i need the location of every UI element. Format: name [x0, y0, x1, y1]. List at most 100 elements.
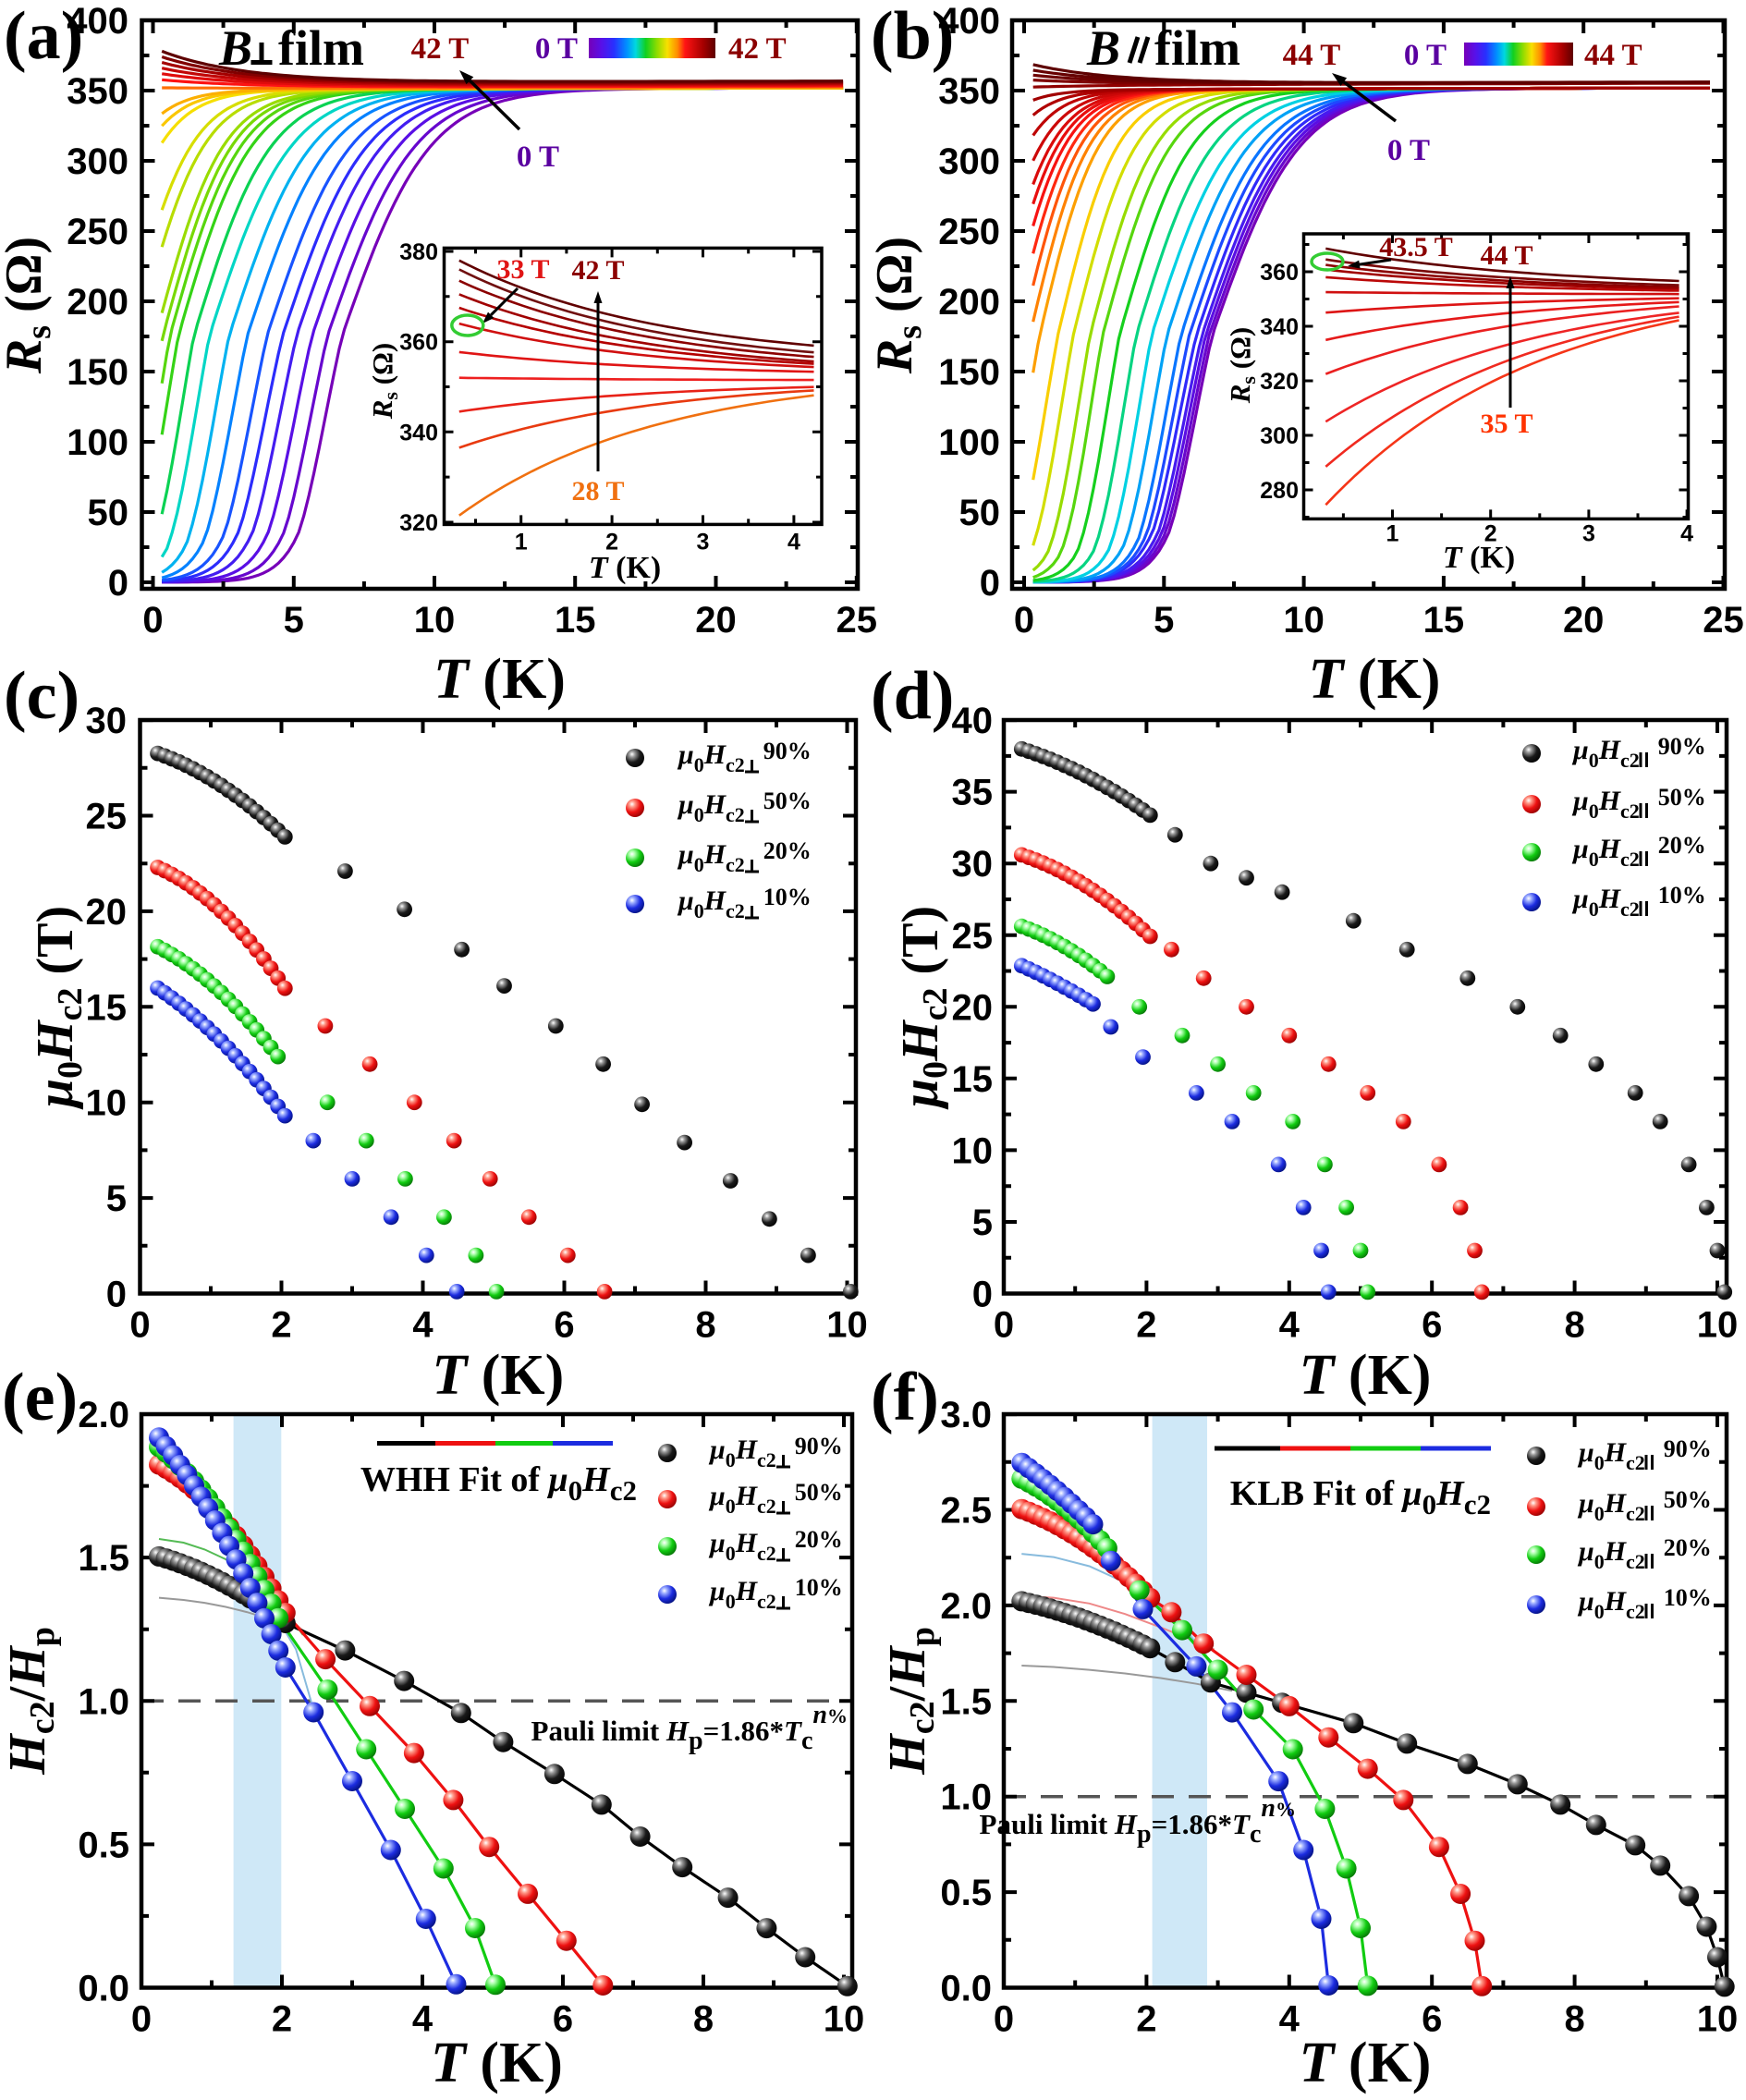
svg-text:Rs (Ω): Rs (Ω) — [1224, 327, 1260, 404]
svg-text:360: 360 — [1260, 260, 1299, 286]
svg-text:0: 0 — [1014, 600, 1034, 641]
svg-text:25: 25 — [952, 916, 994, 957]
svg-text:(e): (e) — [2, 1360, 78, 1435]
svg-text:35: 35 — [952, 773, 994, 813]
svg-text:50: 50 — [959, 493, 1001, 533]
svg-text:360: 360 — [399, 330, 438, 356]
svg-text:Rs (Ω): Rs (Ω) — [866, 237, 929, 374]
svg-text:Hc2/Hp: Hc2/Hp — [0, 1627, 62, 1776]
svg-text:1: 1 — [1386, 520, 1399, 546]
svg-text:0 T: 0 T — [1404, 39, 1447, 72]
svg-text:4: 4 — [412, 1305, 433, 1346]
svg-text:4: 4 — [1680, 520, 1693, 546]
svg-text:320: 320 — [399, 510, 438, 536]
svg-text:20: 20 — [1563, 600, 1605, 641]
svg-text:2: 2 — [272, 1999, 292, 2040]
svg-text:T (K): T (K) — [1300, 1344, 1432, 1407]
svg-text:25: 25 — [1703, 600, 1744, 641]
svg-text:8: 8 — [695, 1305, 715, 1346]
svg-text:4: 4 — [1279, 1305, 1300, 1346]
svg-text:WHH Fit of μ0Hc2: WHH Fit of μ0Hc2 — [360, 1460, 637, 1507]
svg-text:μ0Hc290%: μ0Hc290% — [708, 1433, 843, 1471]
svg-text:μ0Hc290%: μ0Hc290% — [1577, 1435, 1712, 1474]
svg-text:μ0Hc250%: μ0Hc250% — [1577, 1486, 1712, 1525]
svg-text:25: 25 — [836, 600, 878, 641]
svg-text:0 T: 0 T — [1387, 134, 1430, 167]
svg-text:0: 0 — [129, 1305, 150, 1346]
svg-text:0: 0 — [980, 563, 1000, 604]
svg-text:0 T: 0 T — [535, 32, 578, 66]
svg-text:320: 320 — [1260, 369, 1299, 395]
svg-text:(f): (f) — [871, 1360, 939, 1435]
svg-text:44 T: 44 T — [1283, 39, 1341, 72]
svg-text:28 T: 28 T — [572, 476, 625, 507]
svg-text:μ0Hc210%: μ0Hc210% — [1571, 882, 1706, 921]
svg-text:5: 5 — [1154, 600, 1174, 641]
svg-text:15: 15 — [1423, 600, 1465, 641]
svg-text:100: 100 — [938, 422, 1000, 463]
svg-text:2.5: 2.5 — [940, 1491, 992, 1532]
svg-text:40: 40 — [952, 701, 994, 741]
svg-text:0: 0 — [972, 1275, 993, 1315]
svg-text:42 T: 42 T — [572, 255, 625, 286]
svg-text:5: 5 — [284, 600, 304, 641]
svg-text:Rs (Ω): Rs (Ω) — [0, 237, 58, 374]
svg-text:T (K): T (K) — [431, 2032, 563, 2094]
svg-text:250: 250 — [938, 212, 1000, 252]
svg-text:B: B — [1086, 20, 1120, 76]
svg-text:20: 20 — [695, 600, 737, 641]
svg-text:0: 0 — [994, 1999, 1014, 2040]
svg-text:2.0: 2.0 — [940, 1586, 992, 1627]
svg-text:(c): (c) — [4, 658, 79, 734]
svg-text:150: 150 — [938, 352, 1000, 393]
svg-text:T (K): T (K) — [1443, 541, 1515, 575]
svg-text:8: 8 — [693, 1999, 714, 2040]
svg-text:(d): (d) — [871, 658, 954, 734]
svg-text:0: 0 — [108, 563, 128, 604]
svg-text:μ0Hc290%: μ0Hc290% — [1571, 733, 1706, 772]
svg-text:25: 25 — [86, 797, 128, 837]
svg-text:42 T: 42 T — [411, 32, 470, 66]
svg-text:350: 350 — [67, 71, 128, 112]
svg-text:300: 300 — [67, 141, 128, 182]
svg-text:1.5: 1.5 — [78, 1538, 129, 1579]
svg-text:μ0Hc220%: μ0Hc220% — [1577, 1534, 1712, 1573]
svg-text:50: 50 — [88, 493, 129, 533]
svg-text:B: B — [218, 20, 252, 76]
svg-text:0: 0 — [142, 600, 163, 641]
svg-text:μ0Hc250%: μ0Hc250% — [1571, 784, 1706, 823]
svg-text:0.5: 0.5 — [78, 1825, 129, 1865]
svg-text:4: 4 — [1279, 1999, 1300, 2040]
svg-text:5: 5 — [106, 1178, 127, 1219]
svg-text:0: 0 — [131, 1999, 152, 2040]
svg-text:2: 2 — [1484, 520, 1497, 546]
svg-text:2: 2 — [1136, 1999, 1156, 2040]
svg-text:400: 400 — [67, 1, 128, 42]
svg-text:Rs (Ω): Rs (Ω) — [366, 343, 402, 420]
svg-text:T (K): T (K) — [1300, 2032, 1432, 2094]
svg-text:6: 6 — [1422, 1999, 1442, 2040]
svg-text:340: 340 — [399, 420, 438, 446]
svg-text:200: 200 — [67, 282, 128, 323]
svg-text:300: 300 — [938, 141, 1000, 182]
svg-text:8: 8 — [1564, 1999, 1584, 2040]
svg-text:6: 6 — [1422, 1305, 1442, 1346]
svg-text:10: 10 — [826, 1305, 868, 1346]
svg-text:μ0Hc220%: μ0Hc220% — [677, 837, 812, 876]
svg-text:1.0: 1.0 — [940, 1777, 992, 1818]
svg-text:μ0Hc2 (T): μ0Hc2 (T) — [892, 906, 955, 1110]
svg-text:20: 20 — [86, 892, 128, 933]
svg-text:15: 15 — [86, 987, 128, 1028]
svg-text:340: 340 — [1260, 314, 1299, 340]
svg-text:10: 10 — [1697, 1999, 1739, 2040]
svg-text:10: 10 — [824, 1999, 865, 2040]
svg-text:5: 5 — [972, 1203, 993, 1243]
svg-text:μ0Hc250%: μ0Hc250% — [677, 788, 812, 826]
svg-text:μ0Hc210%: μ0Hc210% — [708, 1574, 843, 1613]
svg-text:T (K): T (K) — [589, 551, 661, 585]
svg-text:15: 15 — [952, 1059, 994, 1100]
svg-text:350: 350 — [938, 71, 1000, 112]
svg-text:44 T: 44 T — [1481, 240, 1533, 271]
svg-text:280: 280 — [1260, 478, 1299, 504]
svg-text:1.5: 1.5 — [940, 1681, 992, 1722]
